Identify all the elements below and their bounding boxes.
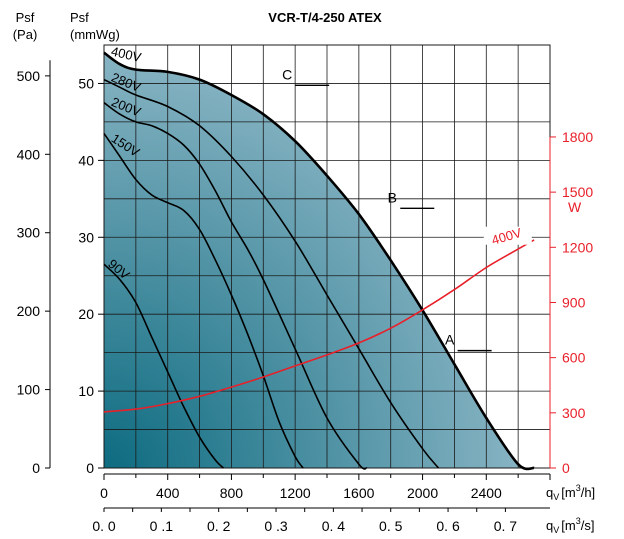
y-axis-mmwg-label-line2: (mmWg) [70,27,120,42]
fan-curve-label: 400V [110,44,143,66]
y-axis-mmwg-tick-label: 30 [78,229,94,245]
y-axis-watts-tick-label: 300 [562,405,586,421]
x-axis-flow-h-suffix: /h] [581,485,595,500]
fan-curve-line [103,132,304,469]
y-axis-pa-label-line1: Psf [16,10,35,25]
y-axis-mmwg-label-line1: Psf [70,10,89,25]
y-axis-watts-tick-label: 600 [562,350,586,366]
x-axis-flow-h-sup: 3 [576,483,581,493]
fan-curve-line [103,78,440,469]
y-axis-watts-tick-label: 0 [562,460,570,476]
y-axis-pa-tick-label: 0 [32,460,40,476]
x-axis-flow-h-tick-label: 2000 [407,485,438,501]
x-axis-flow-s-tick-label: 0. 0 [92,518,116,534]
y-axis-mmwg-tick-label: 10 [78,383,94,399]
x-axis-flow-h-unit: [m [561,485,575,500]
x-axis-flow-h-tick-label: 1200 [280,485,311,501]
y-axis-watts-tick-label: 1200 [562,239,593,255]
x-axis-flow-h-label: qV [m3/h] [546,483,595,502]
y-axis-watts-label: W [568,199,582,215]
y-axis-mmwg-tick-label: 20 [78,306,94,322]
x-axis-flow-h-tick-label: 800 [220,485,244,501]
x-axis-flow-h-tick-label: 1600 [343,485,374,501]
x-axis-flow-s-label: qV [m3/s] [546,516,594,535]
x-axis-flow-s-tick-label: 0. 7 [494,518,518,534]
y-axis-pa-tick-label: 300 [17,225,41,241]
x-axis-flow-s-unit: [m [561,518,575,533]
x-axis-flow-s-tick-label: 0 .3 [264,518,288,534]
chart-title: VCR-T/4-250 ATEX [268,10,382,25]
fan-curve-line [103,51,535,471]
x-axis-flow-s-tick-label: 0 .1 [150,518,174,534]
operating-point-label: A [445,332,455,348]
x-axis-flow-s-sup: 3 [576,516,581,526]
y-axis-pa-tick-label: 200 [17,303,41,319]
y-axis-pa-tick-label: 400 [17,146,41,162]
x-axis-flow-s-tick-label: 0. 2 [207,518,231,534]
x-axis-flow-s-tick-label: 0. 6 [436,518,460,534]
x-axis-flow-s-tick-label: 0. 5 [379,518,403,534]
x-axis-flow-h-q: q [546,485,553,500]
y-axis-pa-tick-label: 100 [17,382,41,398]
y-axis-watts-tick-label: 1500 [562,184,593,200]
operating-point-label: B [388,189,397,205]
y-axis-mmwg-tick-label: 40 [78,152,94,168]
y-axis-mmwg-tick-label: 50 [78,75,94,91]
plot-area: 400V280V200V150V90VABC400V01002003004005… [17,44,594,534]
x-axis-flow-s-tick-label: 0. 4 [322,518,346,534]
y-axis-watts-tick-label: 1800 [562,129,593,145]
x-axis-flow-h-sub: V [553,492,559,502]
operating-point-label: C [282,66,292,82]
power-curve-line [103,239,535,413]
x-axis-flow-h-tick-label: 0 [100,485,108,501]
x-axis-flow-s-q: q [546,518,553,533]
x-axis-flow-s-suffix: /s] [581,518,595,533]
y-axis-pa-tick-label: 500 [17,68,41,84]
x-axis-flow-h-tick-label: 2400 [471,485,502,501]
y-axis-watts-tick-label: 900 [562,294,586,310]
fan-curve-line [103,102,368,470]
y-axis-mmwg-tick-label: 0 [86,460,94,476]
x-axis-flow-h-tick-label: 400 [156,485,180,501]
y-axis-pa-label-line2: (Pa) [13,27,38,42]
x-axis-flow-s-sub: V [553,525,559,535]
fan-curve-line [103,263,225,469]
performance-area [104,52,535,470]
power-curve-label-bg [483,226,532,245]
